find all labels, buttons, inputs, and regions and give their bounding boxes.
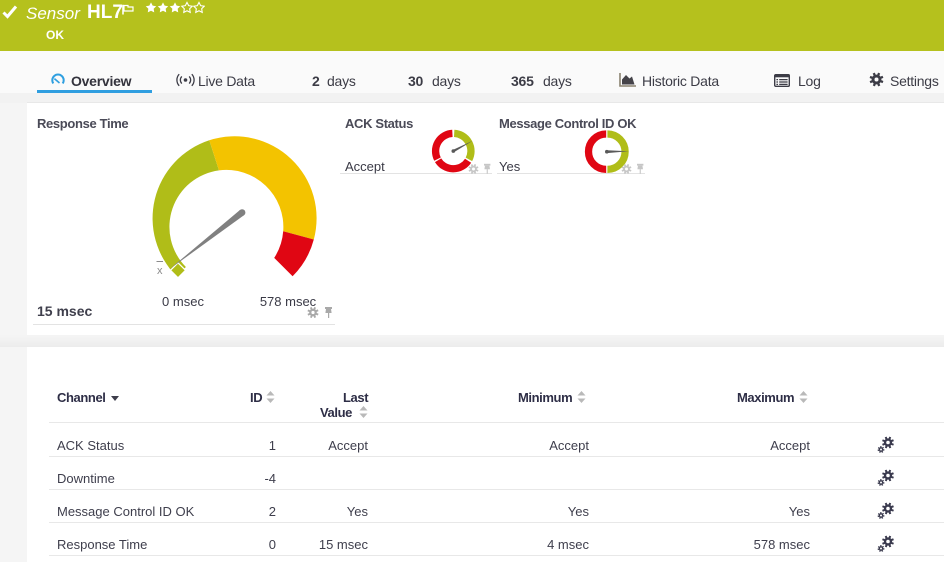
svg-text:x: x	[157, 265, 163, 277]
